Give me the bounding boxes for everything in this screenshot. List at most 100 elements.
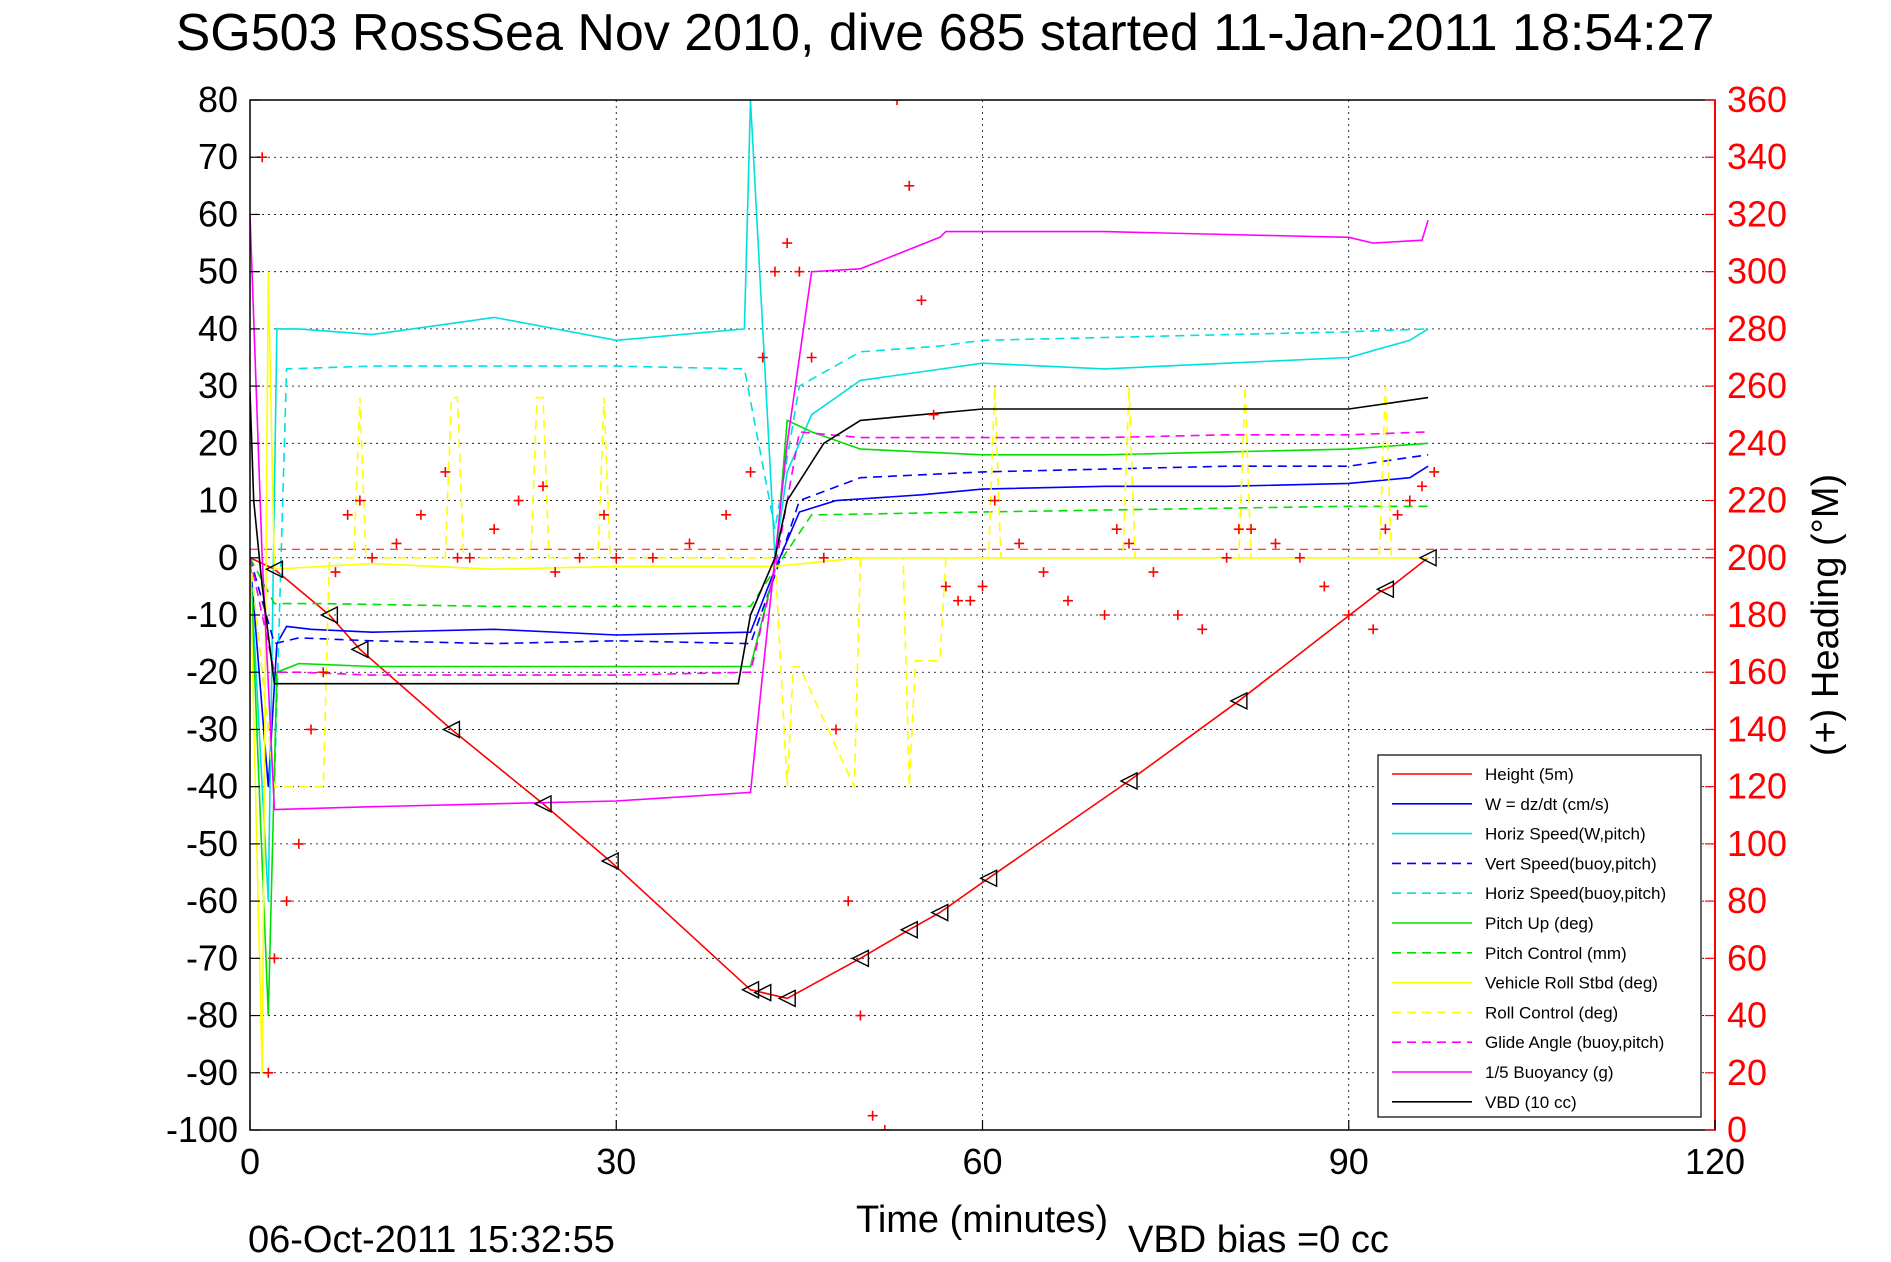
height-triangle-marker xyxy=(350,640,369,659)
heading-point xyxy=(684,538,695,549)
series-line-1-5-buoyancy-g xyxy=(250,214,1429,811)
footer-timestamp: 06-Oct-2011 15:32:55 xyxy=(248,1219,615,1261)
heading-point xyxy=(281,896,292,907)
series-line-vbd-10-cc xyxy=(250,391,1429,685)
legend-label-vbd-10-cc: VBD (10 cc) xyxy=(1485,1093,1577,1112)
right-tick-label: 180 xyxy=(1727,594,1787,635)
heading-point xyxy=(489,524,500,535)
series-line-pitch-up-deg xyxy=(250,419,1429,1016)
heading-point xyxy=(904,180,915,191)
right-tick-label: 100 xyxy=(1727,823,1787,864)
heading-point xyxy=(342,509,353,520)
heading-point xyxy=(367,552,378,563)
heading-point xyxy=(892,100,903,105)
x-tick-label: 0 xyxy=(240,1141,260,1182)
heading-point xyxy=(977,581,988,592)
right-tick-label: 0 xyxy=(1727,1109,1747,1150)
y-tick-label: -20 xyxy=(186,651,238,692)
y-tick-label: -30 xyxy=(186,708,238,749)
height-triangle-marker xyxy=(753,983,772,1002)
heading-point xyxy=(330,567,341,578)
x-tick-label: 120 xyxy=(1685,1141,1745,1182)
x-axis-ticks: 0 30 60 90 120 xyxy=(240,1120,1745,1182)
heading-point xyxy=(879,1125,890,1130)
y-tick-label: -70 xyxy=(186,937,238,978)
heading-point xyxy=(1111,524,1122,535)
y-tick-label: -90 xyxy=(186,1052,238,1093)
right-tick-label: 200 xyxy=(1727,537,1787,578)
height-triangle-marker xyxy=(600,851,619,871)
right-tick-label: 260 xyxy=(1727,365,1787,406)
height-triangle-marker xyxy=(1229,691,1248,710)
heading-point xyxy=(452,552,463,563)
heading-point xyxy=(269,953,280,964)
heading-point xyxy=(1197,624,1208,635)
heading-point xyxy=(953,595,964,606)
legend-label-vert-speed-buoy-pitch: Vert Speed(buoy,pitch) xyxy=(1485,854,1657,873)
legend-label-pitch-control-mm: Pitch Control (mm) xyxy=(1485,944,1627,963)
y-tick-label: 10 xyxy=(198,480,238,521)
heading-point xyxy=(415,509,426,520)
heading-point xyxy=(306,724,317,735)
heading-point xyxy=(1294,552,1305,563)
right-tick-label: 120 xyxy=(1727,766,1787,807)
heading-point xyxy=(391,538,402,549)
heading-point xyxy=(794,266,805,277)
heading-point xyxy=(574,552,585,563)
series-line-vehicle-roll-stbd-deg xyxy=(250,271,1429,1073)
y-tick-label: -60 xyxy=(186,880,238,921)
series-line-roll-control-deg xyxy=(250,386,1429,788)
heading-point xyxy=(1368,624,1379,635)
x-tick-label: 30 xyxy=(596,1141,636,1182)
heading-point xyxy=(1124,538,1134,549)
y-axis-ticks: 80 70 60 50 40 30 20 10 0 -10 -20 -30 -40 -50 -60 -70 -8… xyxy=(166,79,260,1150)
heading-point xyxy=(1319,581,1330,592)
heading-point xyxy=(1417,481,1427,492)
y-tick-label: -100 xyxy=(166,1109,238,1150)
height-triangle-marker xyxy=(930,903,949,922)
right-tick-label: 60 xyxy=(1727,937,1767,978)
height-triangle-marker xyxy=(899,920,918,939)
height-triangle-marker xyxy=(264,560,284,579)
heading-point xyxy=(855,1010,866,1021)
heading-point xyxy=(1148,567,1159,578)
right-tick-label: 160 xyxy=(1727,651,1787,692)
right-tick-label: 40 xyxy=(1727,995,1767,1036)
heading-point xyxy=(647,552,658,563)
heading-point xyxy=(928,409,939,420)
heading-point xyxy=(940,581,951,592)
heading-point xyxy=(293,838,304,849)
x-axis-label: Time (minutes) xyxy=(856,1199,1108,1241)
right-tick-label: 340 xyxy=(1727,136,1787,177)
heading-point xyxy=(1343,610,1354,620)
heading-point xyxy=(806,352,817,363)
height-triangle-marker xyxy=(533,794,552,813)
y-tick-label: 80 xyxy=(198,79,238,120)
height-triangle-marker xyxy=(1418,548,1437,567)
heading-point xyxy=(989,495,1000,506)
heading-point xyxy=(965,595,976,606)
right-y-axis-ticks: 3603403203002802602402202001801601401201… xyxy=(1705,79,1787,1150)
x-tick-label: 60 xyxy=(962,1141,1002,1182)
legend-label-horiz-speed-w-pitch: Horiz Speed(W,pitch) xyxy=(1485,825,1646,844)
heading-point xyxy=(1172,610,1183,620)
heading-point xyxy=(1404,495,1415,506)
series-layer xyxy=(250,100,1715,1073)
heading-point xyxy=(1392,509,1403,520)
right-axis-label: (+) Heading (°M) xyxy=(1805,474,1847,756)
chart-title: SG503 RossSea Nov 2010, dive 685 started… xyxy=(176,4,1715,62)
heading-point xyxy=(745,466,756,477)
heading-point xyxy=(1270,538,1281,549)
heading-point xyxy=(1380,524,1391,535)
chart-legend: Height (5m) W = dz/dt (cm/s) Horiz Speed(W… xyxy=(1377,754,1702,1118)
heading-point xyxy=(916,295,927,306)
y-tick-label: -50 xyxy=(186,823,238,864)
heading-point xyxy=(1062,595,1073,606)
legend-label-roll-control-deg: Roll Control (deg) xyxy=(1485,1003,1618,1022)
legend-label-pitch-up-deg: Pitch Up (deg) xyxy=(1485,914,1594,933)
series-line-vert-speed-buoy-pitch xyxy=(250,454,1429,645)
height-triangle-marker xyxy=(777,989,796,1008)
heading-point xyxy=(831,724,841,735)
heading-point xyxy=(538,481,548,492)
